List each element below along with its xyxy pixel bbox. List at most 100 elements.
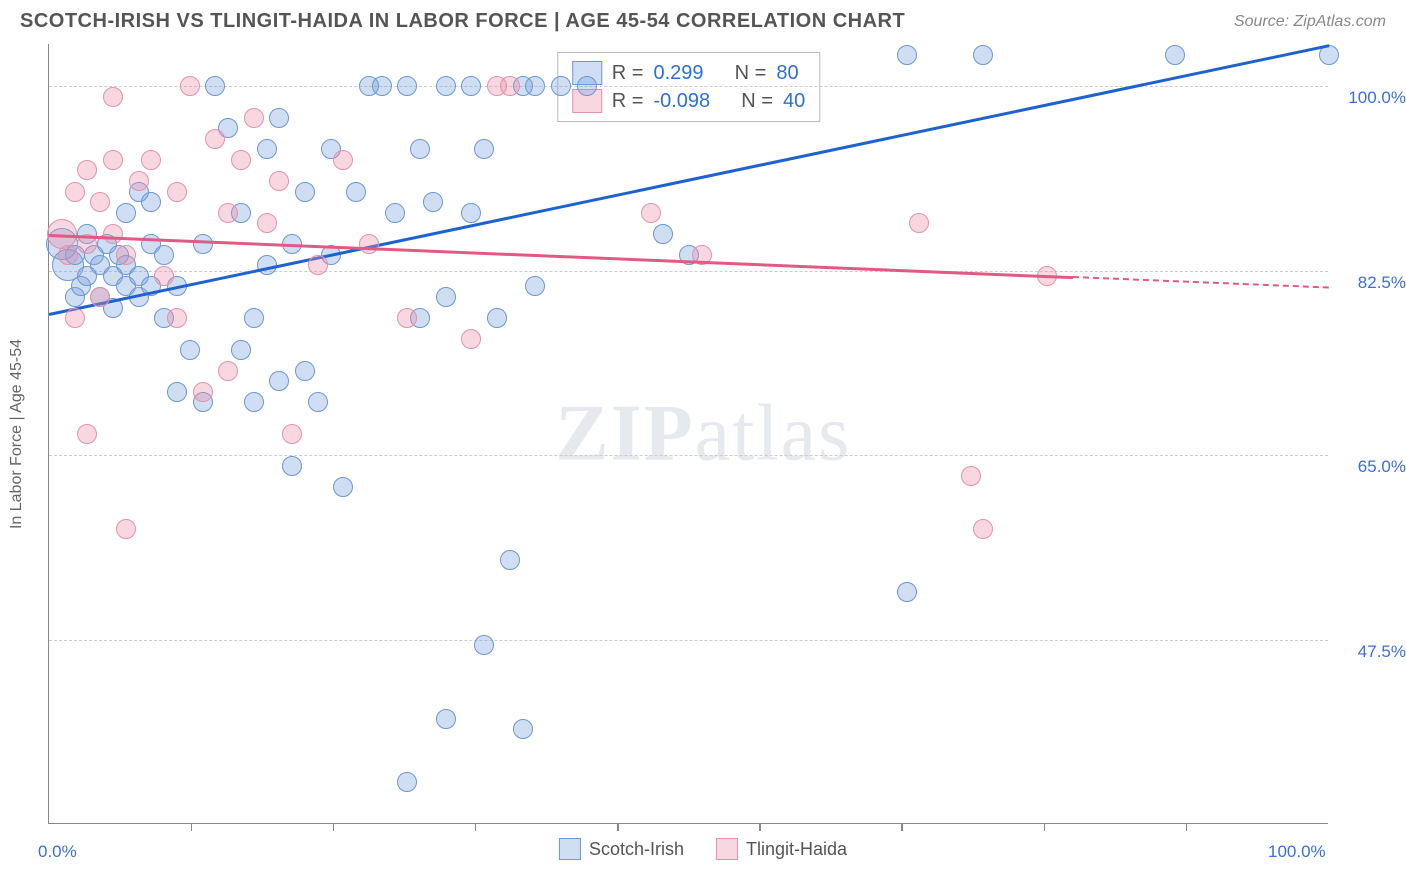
stat-n-value: 40: [783, 90, 805, 113]
data-point: [167, 308, 187, 328]
data-point: [897, 45, 917, 65]
data-point: [641, 203, 661, 223]
y-axis-label: In Labor Force | Age 45-54: [8, 338, 26, 528]
data-point: [257, 139, 277, 159]
stat-n-value: 80: [776, 62, 798, 85]
data-point: [461, 329, 481, 349]
data-point: [461, 203, 481, 223]
x-tick: [1044, 823, 1045, 831]
data-point: [231, 150, 251, 170]
legend-swatch: [716, 838, 738, 860]
data-point: [154, 245, 174, 265]
data-point: [308, 392, 328, 412]
data-point: [961, 466, 981, 486]
stat-r-value: 0.299: [653, 62, 703, 85]
stat-n-label: N =: [735, 62, 767, 85]
x-tick: [617, 823, 618, 831]
data-point: [909, 213, 929, 233]
data-point: [65, 308, 85, 328]
stat-r-value: -0.098: [653, 90, 710, 113]
data-point: [333, 150, 353, 170]
data-point: [397, 772, 417, 792]
x-max-label: 100.0%: [1268, 842, 1326, 862]
legend-label: Scotch-Irish: [589, 839, 684, 860]
data-point: [397, 76, 417, 96]
data-point: [244, 392, 264, 412]
data-point: [474, 139, 494, 159]
data-point: [295, 182, 315, 202]
stats-row: R = -0.098 N = 40: [572, 87, 805, 115]
x-tick: [759, 823, 760, 831]
data-point: [141, 150, 161, 170]
data-point: [269, 108, 289, 128]
data-point: [103, 150, 123, 170]
data-point: [1165, 45, 1185, 65]
data-point: [973, 519, 993, 539]
data-point: [295, 361, 315, 381]
data-point: [385, 203, 405, 223]
data-point: [218, 361, 238, 381]
data-point: [513, 719, 533, 739]
data-point: [436, 287, 456, 307]
watermark: ZIPatlas: [555, 388, 851, 479]
data-point: [577, 76, 597, 96]
data-point: [244, 108, 264, 128]
source-attribution: Source: ZipAtlas.com: [1234, 13, 1386, 31]
data-point: [308, 255, 328, 275]
stat-r-label: R =: [612, 62, 644, 85]
data-point: [244, 308, 264, 328]
data-point: [410, 139, 430, 159]
trend-line-extension: [1073, 276, 1329, 289]
stats-row: R = 0.299 N = 80: [572, 59, 805, 87]
data-point: [129, 171, 149, 191]
data-point: [193, 382, 213, 402]
x-tick: [333, 823, 334, 831]
y-tick-label: 100.0%: [1348, 88, 1406, 108]
scatter-chart: In Labor Force | Age 45-54 ZIPatlas R = …: [48, 44, 1328, 824]
data-point: [116, 245, 136, 265]
data-point: [205, 76, 225, 96]
data-point: [282, 456, 302, 476]
x-tick: [901, 823, 902, 831]
data-point: [116, 203, 136, 223]
data-point: [333, 477, 353, 497]
x-tick: [475, 823, 476, 831]
data-point: [423, 192, 443, 212]
data-point: [103, 87, 123, 107]
data-point: [65, 182, 85, 202]
data-point: [103, 224, 123, 244]
grid-line: [49, 271, 1328, 272]
data-point: [180, 76, 200, 96]
data-point: [193, 234, 213, 254]
data-point: [141, 192, 161, 212]
data-point: [90, 287, 110, 307]
data-point: [269, 171, 289, 191]
data-point: [973, 45, 993, 65]
x-min-label: 0.0%: [38, 842, 77, 862]
data-point: [551, 76, 571, 96]
data-point: [231, 340, 251, 360]
data-point: [269, 371, 289, 391]
data-point: [116, 519, 136, 539]
data-point: [167, 382, 187, 402]
data-point: [90, 192, 110, 212]
data-point: [205, 129, 225, 149]
data-point: [436, 76, 456, 96]
x-tick: [191, 823, 192, 831]
data-point: [77, 160, 97, 180]
data-point: [372, 76, 392, 96]
stat-n-label: N =: [741, 90, 773, 113]
y-tick-label: 65.0%: [1358, 457, 1406, 477]
grid-line: [49, 640, 1328, 641]
data-point: [58, 245, 78, 265]
data-point: [897, 582, 917, 602]
y-tick-label: 82.5%: [1358, 273, 1406, 293]
legend-item: Scotch-Irish: [559, 838, 684, 860]
watermark-thin: atlas: [695, 389, 852, 477]
data-point: [461, 76, 481, 96]
data-point: [282, 424, 302, 444]
data-point: [436, 709, 456, 729]
data-point: [154, 266, 174, 286]
x-tick: [1186, 823, 1187, 831]
data-point: [500, 76, 520, 96]
